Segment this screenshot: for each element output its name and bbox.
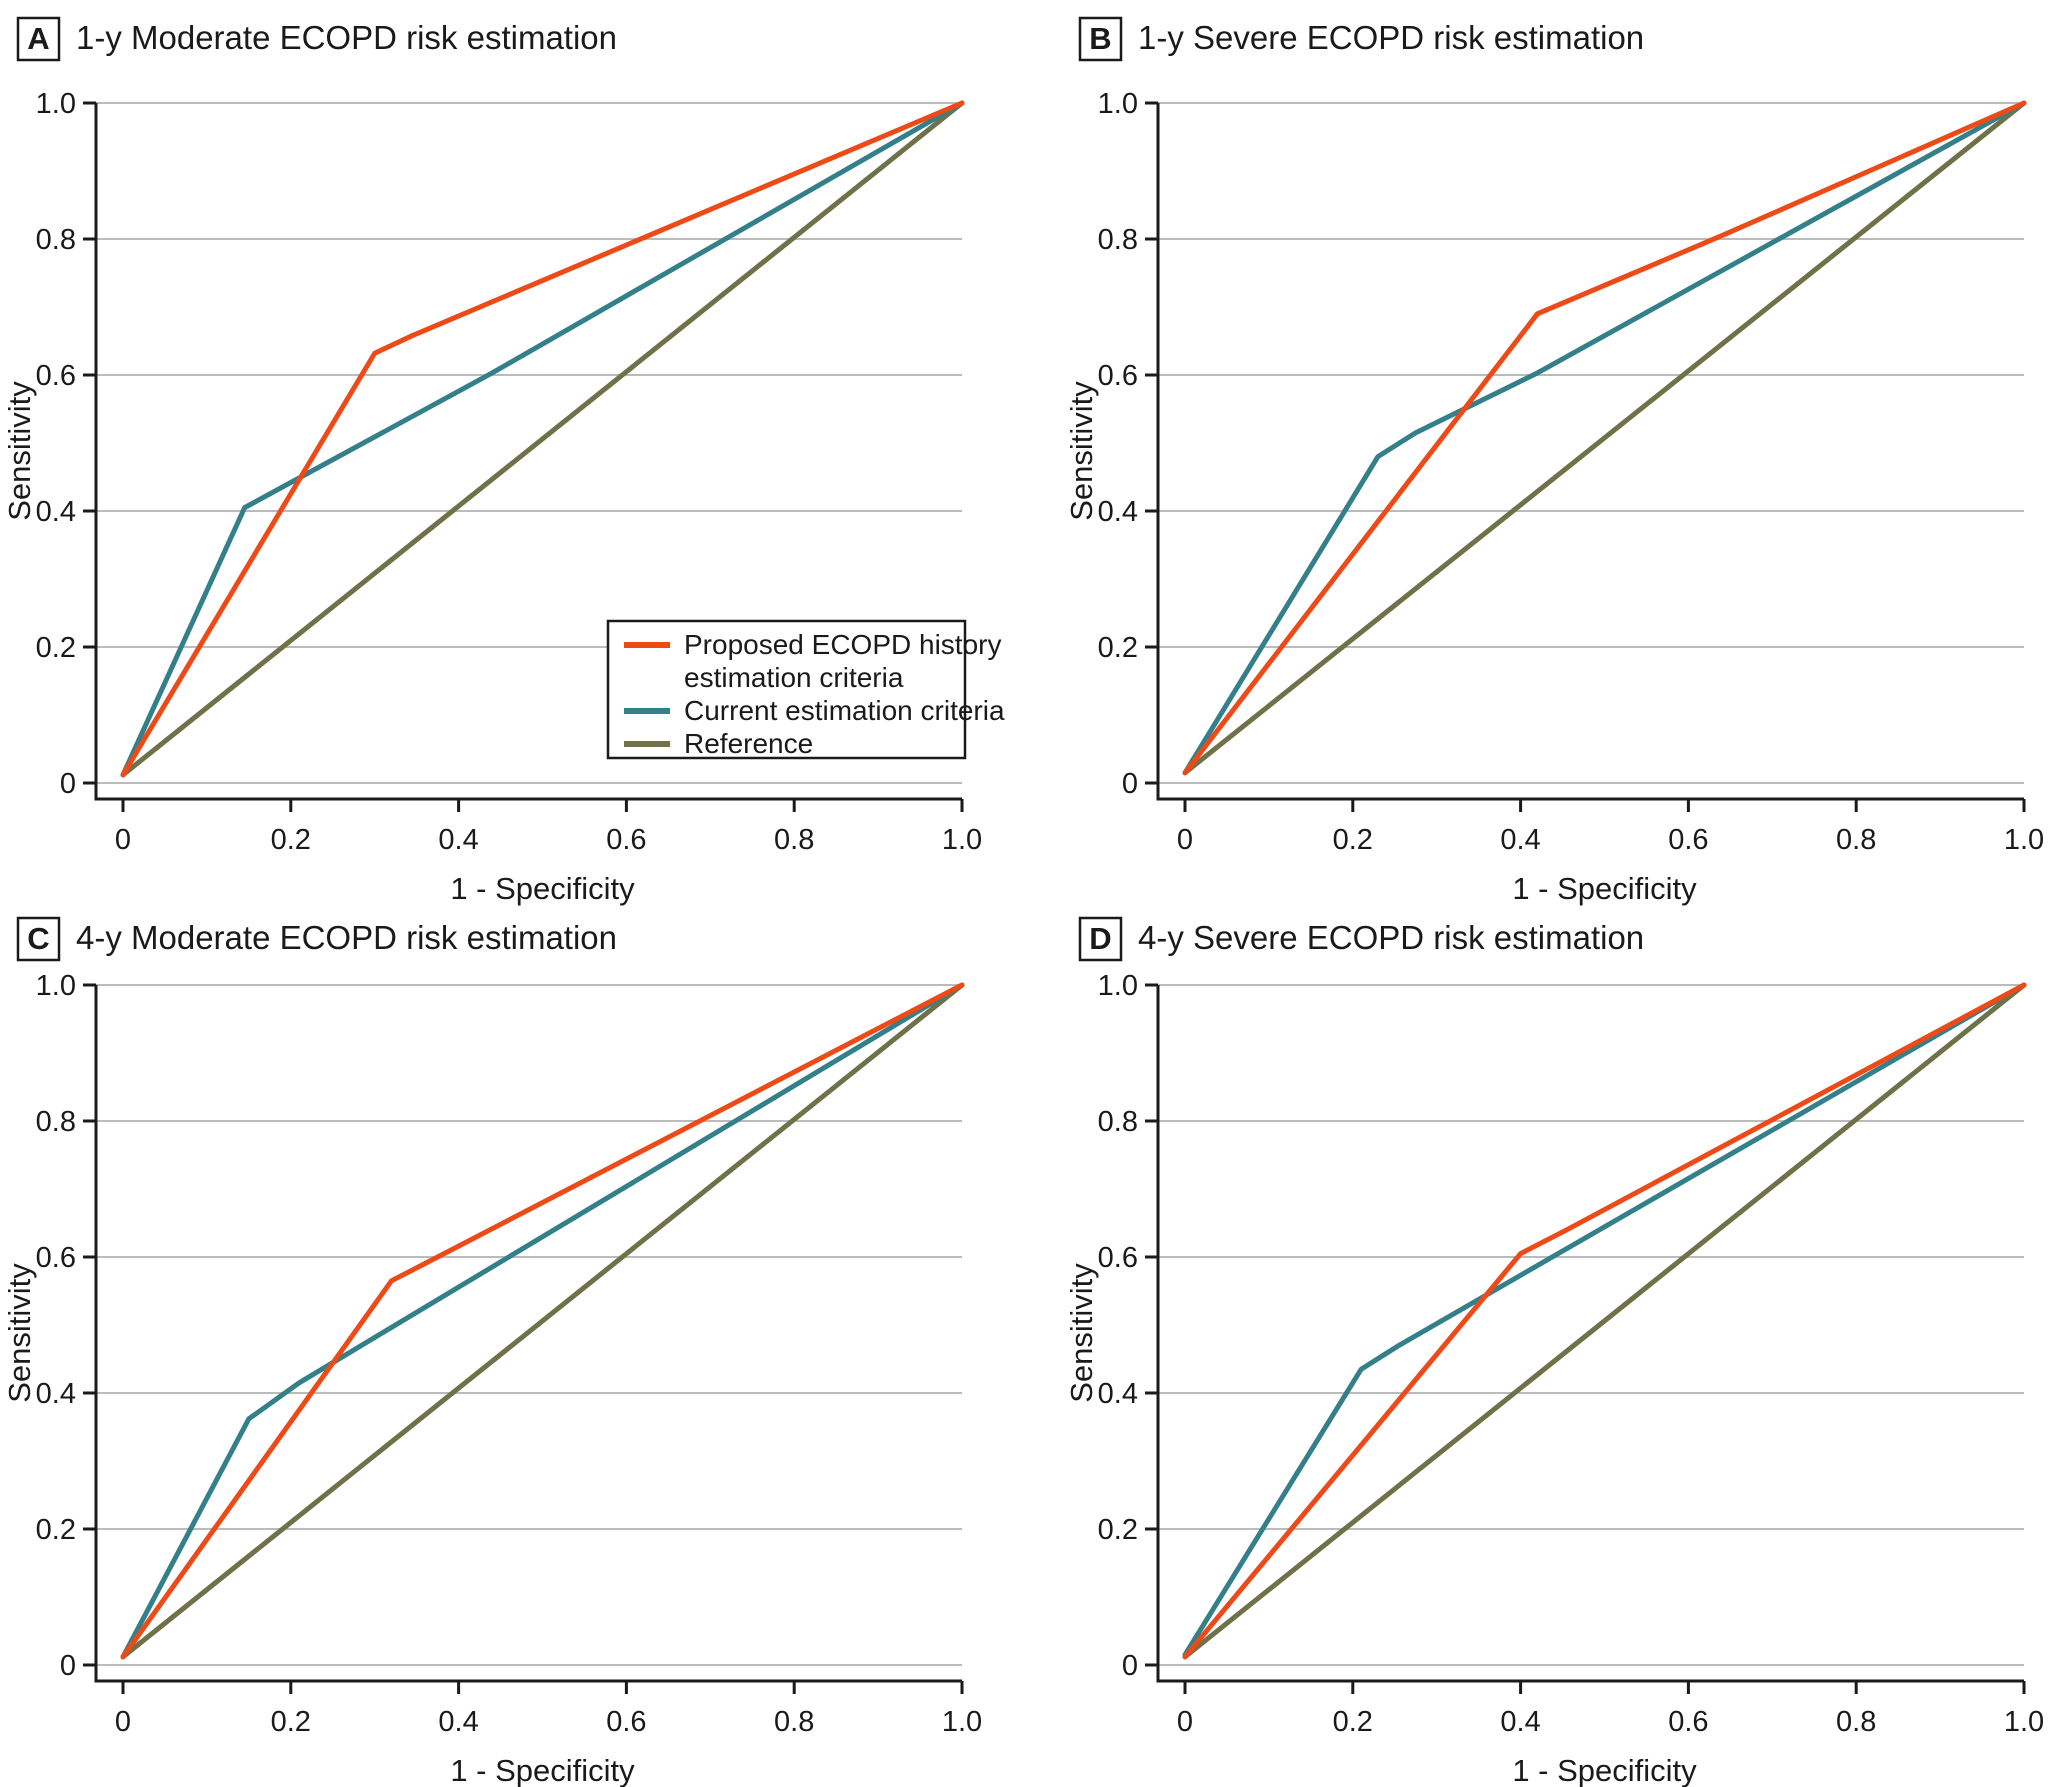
roc-curve-proposed — [120, 100, 965, 778]
x-tick-label: 0.6 — [606, 824, 646, 856]
y-tick-label: 1.0 — [1098, 88, 1138, 120]
x-tick-label: 0.8 — [774, 1706, 814, 1738]
y-tick-label: 0.6 — [36, 1242, 76, 1274]
y-tick-label: 0.2 — [36, 1514, 76, 1546]
legend-label: estimation criteria — [684, 662, 904, 693]
roc-curve-current — [120, 100, 965, 778]
panel-a: A 1-y Moderate ECOPD risk estimation 0 0.2 0… — [2, 16, 1005, 906]
x-tick-label: 0 — [1177, 1706, 1193, 1738]
roc-curve-reference — [120, 100, 965, 778]
x-tick-label: 0.4 — [1500, 824, 1540, 856]
x-tick-label: 0.6 — [1668, 1706, 1708, 1738]
x-tick-label: 0.2 — [271, 1706, 311, 1738]
x-tick-label: 0.4 — [438, 824, 478, 856]
x-axis-title: 1 - Specificity — [450, 871, 635, 906]
y-tick-label: 0.8 — [1098, 1106, 1138, 1138]
y-tick-label: 0.4 — [36, 1378, 76, 1410]
roc-curve-reference — [120, 982, 965, 1660]
y-tick-label: 0.6 — [1098, 360, 1138, 392]
y-tick-label: 0.4 — [36, 496, 76, 528]
panel-c: C 4-y Moderate ECOPD risk estimation 0 0.2 0… — [2, 916, 982, 1787]
y-tick-label: 0.2 — [1098, 1514, 1138, 1546]
panel-letter-box — [16, 16, 61, 62]
y-tick-label: 1.0 — [36, 970, 76, 1002]
legend-label: Current estimation criteria — [684, 695, 1005, 726]
x-tick-label: 0.2 — [1333, 1706, 1373, 1738]
panel-letter: B — [1089, 21, 1111, 56]
panel-letter-box — [1078, 916, 1123, 962]
x-tick-label: 0.6 — [606, 1706, 646, 1738]
y-tick-label: 0.4 — [1098, 1378, 1138, 1410]
y-tick-label: 0 — [1122, 1650, 1138, 1682]
roc-curve-reference — [1182, 100, 2027, 776]
x-axis-title: 1 - Specificity — [450, 1753, 635, 1787]
x-tick-label: 0.8 — [1836, 1706, 1876, 1738]
x-tick-label: 1.0 — [2004, 824, 2044, 856]
panel-title: 4-y Severe ECOPD risk estimation — [1138, 919, 1644, 956]
x-axis-title: 1 - Specificity — [1512, 871, 1697, 906]
x-tick-label: 0.8 — [774, 824, 814, 856]
x-tick-label: 0 — [115, 1706, 131, 1738]
roc-curve-current — [1182, 982, 2027, 1658]
panel-letter: D — [1089, 921, 1111, 956]
panel-title: 4-y Moderate ECOPD risk estimation — [76, 919, 617, 956]
x-tick-label: 0.6 — [1668, 824, 1708, 856]
panel-letter-box — [1078, 16, 1123, 62]
panel-b: B 1-y Severe ECOPD risk estimation 0 0.2 0.4… — [1064, 16, 2044, 906]
panel-d: D 4-y Severe ECOPD risk estimation 0 0.2 0.4… — [1064, 916, 2044, 1787]
panel-title: 1-y Severe ECOPD risk estimation — [1138, 19, 1644, 56]
y-tick-label: 0.8 — [36, 224, 76, 256]
roc-curve-current — [1182, 100, 2027, 776]
roc-curve-current — [120, 982, 965, 1660]
panel-letter: A — [27, 21, 49, 56]
panel-title: 1-y Moderate ECOPD risk estimation — [76, 19, 617, 56]
legend-label: Reference — [684, 728, 813, 759]
y-axis-title: Sensitivity — [1064, 1263, 1099, 1403]
x-tick-label: 0.4 — [1500, 1706, 1540, 1738]
x-tick-label: 0.2 — [271, 824, 311, 856]
roc-curve-reference — [1182, 982, 2027, 1660]
y-tick-label: 0.2 — [36, 632, 76, 664]
x-tick-label: 0 — [1177, 824, 1193, 856]
y-tick-label: 0 — [60, 1650, 76, 1682]
roc-curve-proposed — [120, 982, 965, 1660]
y-axis-title: Sensitivity — [2, 381, 37, 521]
y-tick-label: 0.4 — [1098, 496, 1138, 528]
legend-label: Proposed ECOPD history — [684, 629, 1001, 660]
x-tick-label: 1.0 — [2004, 1706, 2044, 1738]
x-tick-label: 0.2 — [1333, 824, 1373, 856]
y-tick-label: 0 — [60, 768, 76, 800]
panel-letter-box — [16, 916, 61, 962]
x-tick-label: 1.0 — [942, 824, 982, 856]
roc-curve-proposed — [1182, 982, 2027, 1660]
y-tick-label: 1.0 — [1098, 970, 1138, 1002]
x-tick-label: 1.0 — [942, 1706, 982, 1738]
y-tick-label: 0.6 — [1098, 1242, 1138, 1274]
y-tick-label: 0.2 — [1098, 632, 1138, 664]
y-tick-label: 0.6 — [36, 360, 76, 392]
x-axis-title: 1 - Specificity — [1512, 1753, 1697, 1787]
y-tick-label: 0 — [1122, 768, 1138, 800]
x-tick-label: 0.4 — [438, 1706, 478, 1738]
y-tick-label: 0.8 — [1098, 224, 1138, 256]
y-tick-label: 1.0 — [36, 88, 76, 120]
y-axis-title: Sensitivity — [2, 1263, 37, 1403]
panel-letter: C — [27, 921, 49, 956]
x-tick-label: 0.8 — [1836, 824, 1876, 856]
roc-curve-proposed — [1182, 100, 2027, 776]
y-tick-label: 0.8 — [36, 1106, 76, 1138]
y-axis-title: Sensitivity — [1064, 381, 1099, 521]
x-tick-label: 0 — [115, 824, 131, 856]
